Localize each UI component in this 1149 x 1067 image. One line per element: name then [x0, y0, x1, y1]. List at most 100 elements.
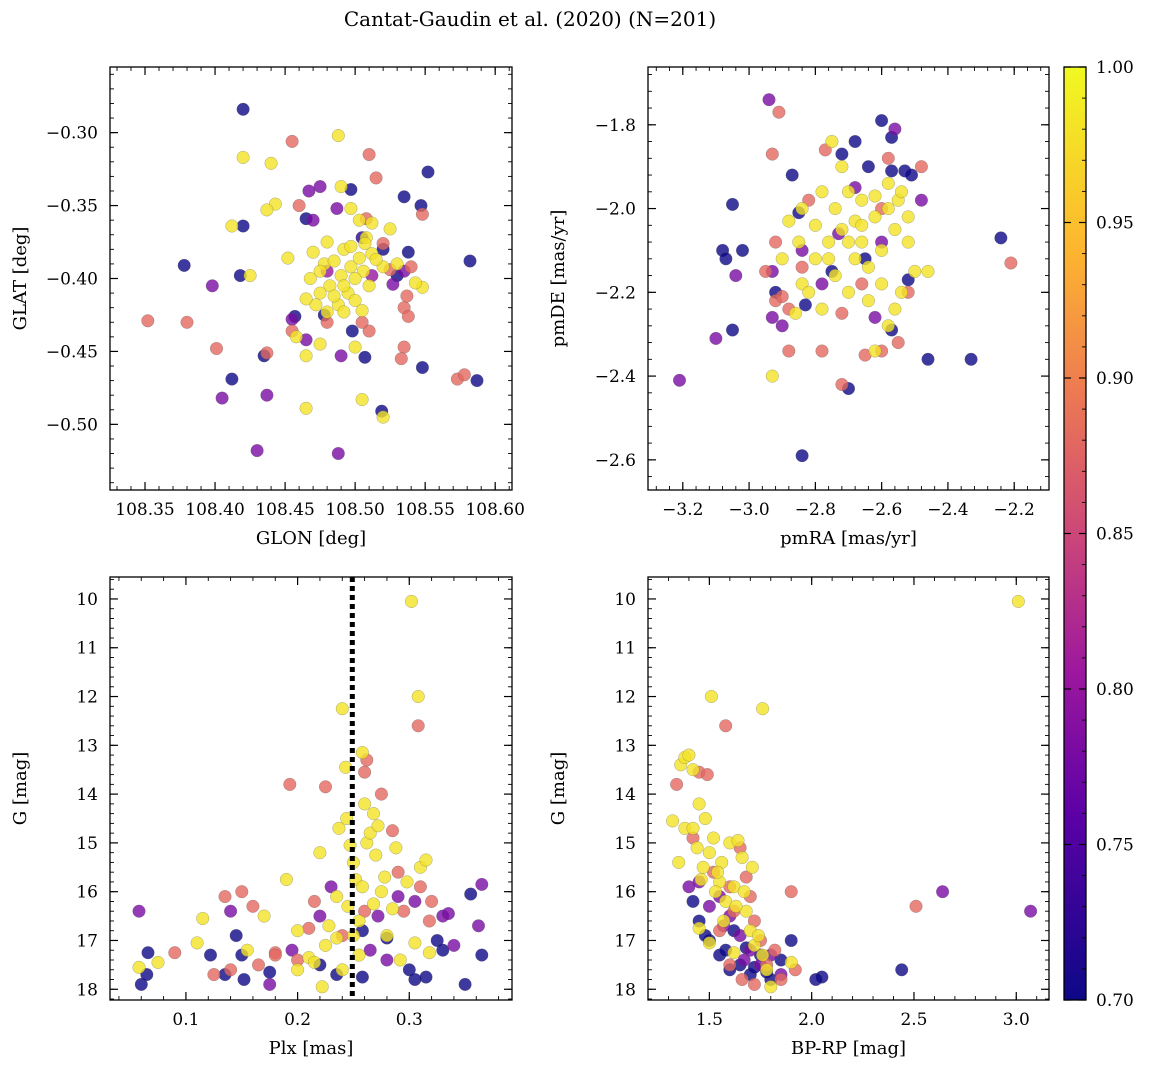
data-point — [132, 904, 146, 918]
data-point — [719, 719, 733, 733]
y-tick-label: 13 — [76, 736, 98, 756]
y-tick-label: 12 — [76, 688, 98, 708]
data-point — [822, 252, 836, 266]
data-point — [236, 150, 250, 164]
points — [673, 93, 1018, 463]
data-point — [141, 314, 155, 328]
data-point — [229, 929, 243, 943]
data-point — [694, 873, 708, 887]
data-point — [828, 202, 842, 216]
data-point — [964, 352, 978, 366]
data-point — [374, 885, 388, 899]
data-point — [405, 594, 419, 608]
data-point — [408, 894, 422, 908]
data-point — [344, 260, 358, 274]
data-point — [842, 285, 856, 299]
data-point — [908, 264, 922, 278]
x-tick-label: 0.2 — [284, 1010, 311, 1030]
data-point — [397, 190, 411, 204]
panel-pm: −3.2 −3.0 −2.8 −2.6 −2.4 −2.2 −1.8 −2.0 −2.2 −2.4… — [548, 66, 1050, 549]
data-point — [855, 277, 869, 291]
data-point — [759, 264, 773, 278]
data-point — [686, 763, 700, 777]
x-axis-label: GLON [deg] — [256, 528, 366, 549]
y-tick-label: −2.4 — [595, 367, 636, 387]
data-point — [376, 410, 390, 424]
data-point — [735, 851, 749, 865]
data-point — [994, 231, 1008, 245]
data-point — [263, 977, 277, 991]
y-axis-label: G [mag] — [10, 752, 31, 825]
data-point — [729, 269, 743, 283]
points — [141, 102, 484, 461]
data-point — [408, 973, 422, 987]
data-point — [672, 855, 686, 869]
y-tick-label: 15 — [614, 834, 636, 854]
points — [132, 594, 489, 994]
data-point — [400, 289, 414, 303]
panel-cmd: 1.5 2.0 2.5 3.0 10 11 12 13 14 15 16 17 18 BP-RP [mag… — [548, 576, 1050, 1059]
data-point — [327, 254, 341, 268]
data-point — [397, 904, 411, 918]
data-point — [881, 319, 895, 333]
data-point — [789, 306, 803, 320]
data-point — [324, 880, 338, 894]
data-point — [313, 846, 327, 860]
data-point — [235, 885, 249, 899]
data-point — [358, 797, 372, 811]
data-point — [355, 970, 369, 984]
colorbar-tick-label: 0.80 — [1096, 680, 1134, 700]
data-point — [134, 977, 148, 991]
data-point — [762, 93, 776, 107]
data-point — [363, 943, 377, 957]
data-point — [798, 298, 812, 312]
data-point — [848, 134, 862, 148]
data-point — [306, 245, 320, 259]
data-point — [885, 164, 899, 178]
data-point — [842, 185, 856, 199]
data-point — [332, 821, 346, 835]
data-point — [320, 235, 334, 249]
data-point — [774, 973, 788, 987]
data-point — [795, 202, 809, 216]
data-point — [855, 235, 869, 249]
data-point — [268, 948, 282, 962]
data-point — [177, 258, 191, 272]
data-point — [408, 276, 422, 290]
data-point — [422, 914, 436, 928]
y-tick-label: 17 — [76, 931, 98, 951]
data-point — [419, 853, 433, 867]
data-point — [302, 921, 316, 935]
data-point — [415, 361, 429, 375]
data-point — [257, 909, 271, 923]
data-point — [861, 160, 875, 174]
data-point — [723, 958, 737, 972]
y-tick-label: 14 — [614, 785, 636, 805]
y-tick-label: 18 — [76, 980, 98, 1000]
data-point — [196, 912, 210, 926]
data-point — [285, 943, 299, 957]
axes-frame — [109, 576, 513, 1001]
data-point — [772, 105, 786, 119]
data-point — [458, 977, 472, 991]
data-point — [313, 337, 327, 351]
data-point — [313, 286, 327, 300]
panel-plx-g: 0.1 0.2 0.3 10 11 12 13 14 15 16 17 18 Plx [mas] G [m… — [10, 576, 513, 1059]
data-point — [380, 929, 394, 943]
data-point — [914, 193, 928, 207]
data-point — [313, 264, 327, 278]
data-point — [218, 890, 232, 904]
data-point — [422, 946, 436, 960]
data-point — [251, 958, 265, 972]
data-point — [330, 890, 344, 904]
data-point — [782, 344, 796, 358]
data-point — [909, 899, 923, 913]
data-point — [472, 919, 486, 933]
y-tick-label: −0.35 — [46, 197, 98, 217]
data-point — [769, 235, 783, 249]
data-point — [702, 846, 716, 860]
data-point — [386, 277, 400, 291]
y-tick-label: −0.45 — [46, 342, 98, 362]
x-tick-label: −2.2 — [994, 500, 1035, 520]
